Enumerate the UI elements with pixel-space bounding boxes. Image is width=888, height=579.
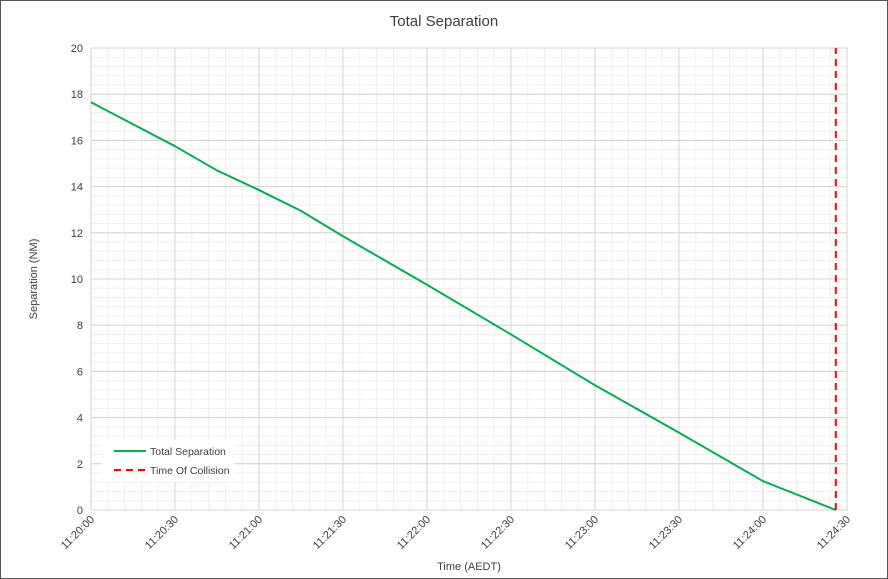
- x-tick-label: 11:22:30: [479, 514, 517, 552]
- legend: Total Separation Time Of Collision: [101, 440, 235, 482]
- x-tick-label: 11:24:30: [815, 514, 853, 552]
- y-tick-label: 0: [77, 505, 83, 517]
- series-group: [90, 48, 837, 511]
- major-gridlines: [90, 47, 848, 511]
- x-tick-label: 11:22:00: [395, 514, 433, 552]
- x-tick-label: 11:20:30: [143, 514, 181, 552]
- legend-box: [101, 440, 235, 482]
- legend-entry: Time Of Collision: [150, 465, 230, 477]
- y-tick-label: 4: [77, 413, 83, 425]
- y-axis-ticks: 0 2 4 6 8 10 12 14 16 18 20: [71, 43, 83, 517]
- legend-entry: Total Separation: [150, 446, 226, 458]
- x-tick-label: 11:23:30: [647, 514, 685, 552]
- total-separation-line: [90, 101, 837, 511]
- y-tick-label: 18: [71, 89, 83, 101]
- y-tick-label: 10: [71, 274, 83, 286]
- y-tick-label: 20: [71, 43, 83, 55]
- y-axis-label: Separation (NM): [28, 239, 40, 320]
- x-tick-label: 11:21:30: [311, 514, 349, 552]
- y-tick-label: 16: [71, 135, 83, 147]
- x-tick-label: 11:21:00: [227, 514, 265, 552]
- y-tick-label: 6: [77, 366, 83, 378]
- x-tick-label: 11:24:00: [731, 514, 769, 552]
- y-tick-label: 2: [77, 459, 83, 471]
- x-axis-label: Time (AEDT): [437, 561, 501, 573]
- chart-title: Total Separation: [390, 13, 498, 30]
- y-tick-label: 8: [77, 320, 83, 332]
- y-tick-label: 14: [71, 182, 83, 194]
- x-axis-ticks: 11:20:00 11:20:30 11:21:00 11:21:30 11:22:00…: [59, 514, 853, 552]
- x-tick-label: 11:20:00: [59, 514, 97, 552]
- y-tick-label: 12: [71, 228, 83, 240]
- plot-area-border: [90, 47, 848, 511]
- x-tick-label: 11:23:00: [563, 514, 601, 552]
